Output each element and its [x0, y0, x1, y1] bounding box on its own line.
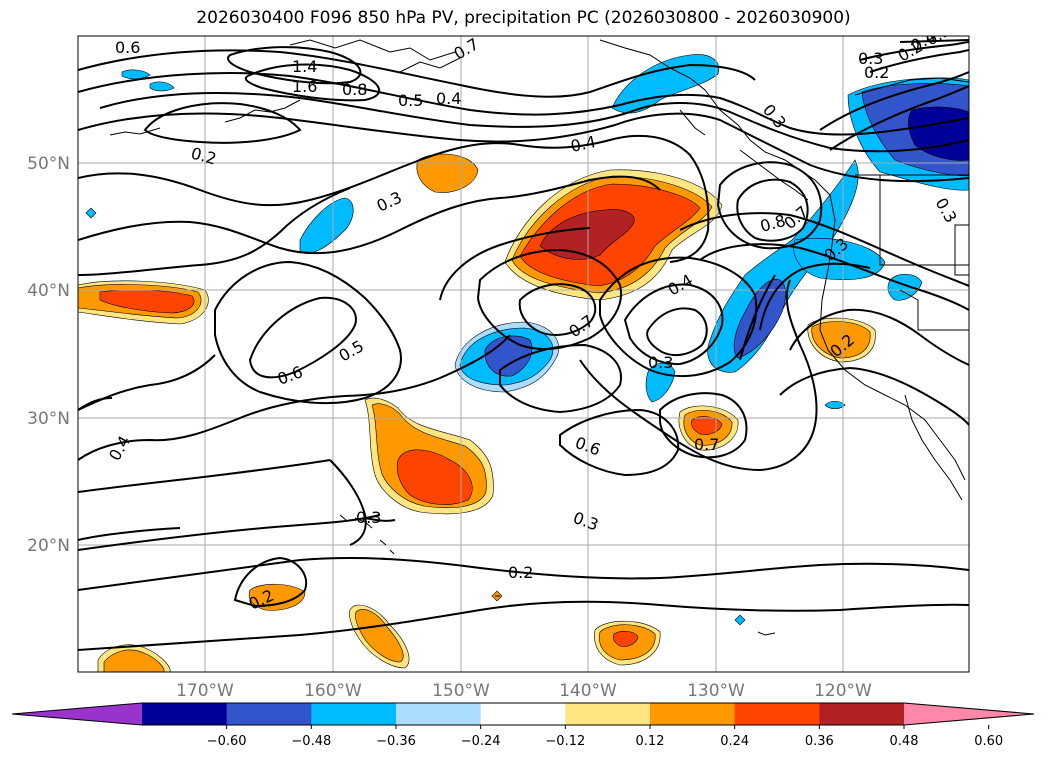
colorbar: −0.60 −0.48 −0.36 −0.24 −0.12 0.12 0.24 0.36 0.4… [11, 702, 1035, 749]
precip-area-pacific-center-heavy [691, 416, 723, 435]
lat-label-40n: 40°N [27, 281, 70, 301]
colorbar-outline [11, 702, 1035, 726]
contour-label: 0.7 [694, 435, 719, 454]
precip-area-small-neg [121, 69, 151, 80]
precip-area-subtropical-heavy [396, 449, 473, 505]
contour-label: 0.2 [508, 563, 533, 582]
lon-label-160w: 160°W [304, 681, 362, 701]
contour-label: 1.4 [292, 57, 317, 76]
precip-area-dot-3 [824, 400, 846, 410]
contour-label: 0.4 [569, 132, 598, 156]
precip-area-north [416, 153, 479, 193]
colorbar-tick-label: 0.36 [805, 734, 834, 749]
precip-area-bc-neg [887, 273, 923, 301]
colorbar-swatch [734, 703, 820, 725]
contour-label: 0.5 [398, 91, 423, 110]
lat-label-30n: 30°N [27, 409, 70, 429]
colorbar-swatch [311, 703, 397, 725]
colorbar-tick-label: −0.24 [461, 734, 501, 749]
colorbar-swatch [650, 703, 736, 725]
pv-contours [78, 39, 969, 651]
precip-area-nw-neg [299, 197, 354, 254]
colorbar-tick-label: −0.48 [291, 734, 331, 749]
contour-label: 1.6 [292, 77, 317, 96]
colorbar-extend-high [904, 703, 1034, 725]
lon-label-120w: 120°W [814, 681, 872, 701]
map-plot-area: 0.6 1.4 1.6 0.8 0.7 0.5 0.4 0.3 0.2 0.2 … [78, 36, 969, 672]
precip-area-dot-1 [85, 207, 97, 219]
map-frame [77, 35, 970, 673]
contour-label: 0.8 [342, 80, 367, 99]
map-title: 2026030400 F096 850 hPa PV, precipitatio… [196, 8, 851, 28]
colorbar-swatch [396, 703, 482, 725]
colorbar-extend-low [12, 703, 142, 725]
lat-label-50n: 50°N [27, 154, 70, 174]
lon-label-130w: 130°W [687, 681, 745, 701]
colorbar-tick-label: −0.12 [545, 734, 585, 749]
colorbar-tick-label: −0.36 [376, 734, 416, 749]
precip-area-south-2-heavy [613, 631, 639, 647]
latitude-labels: 50°N 40°N 30°N 20°N [27, 154, 70, 556]
precip-area-sw-1-mid [103, 649, 165, 672]
lat-label-20n: 20°N [27, 536, 70, 556]
contour-label: 0.3 [858, 49, 883, 68]
contour-label: 0.3 [356, 508, 381, 527]
lon-label-150w: 150°W [432, 681, 490, 701]
colorbar-tick-label: 0.12 [636, 734, 665, 749]
precip-area-gulf-alaska-core [539, 209, 635, 260]
contour-label: 0.2 [864, 63, 889, 82]
contour-label: 0.6 [115, 38, 140, 57]
colorbar-tick-label: −0.60 [207, 734, 247, 749]
precip-area-dot-4 [734, 614, 746, 626]
precip-area-california-mid [811, 321, 871, 359]
colorbar-tick-label: 0.48 [890, 734, 919, 749]
contour-label: 0.4 [436, 89, 461, 108]
colorbar-swatch [565, 703, 651, 725]
colorbar-swatch [480, 703, 566, 725]
contour-label: 0.3 [648, 353, 673, 372]
longitude-labels: 170°W 160°W 150°W 140°W 130°W 120°W [176, 681, 872, 701]
colorbar-swatch [226, 703, 312, 725]
coastlines [109, 39, 969, 636]
precip-area-small-neg-2 [149, 81, 175, 92]
precip-fill-layer [78, 54, 969, 672]
colorbar-swatch [819, 703, 905, 725]
colorbar-tick-label: 0.60 [974, 734, 1003, 749]
lon-label-170w: 170°W [176, 681, 234, 701]
colorbar-tick-label: 0.24 [720, 734, 749, 749]
lon-label-140w: 140°W [559, 681, 617, 701]
precip-area-sw-2 [248, 583, 306, 611]
colorbar-swatch [142, 703, 228, 725]
